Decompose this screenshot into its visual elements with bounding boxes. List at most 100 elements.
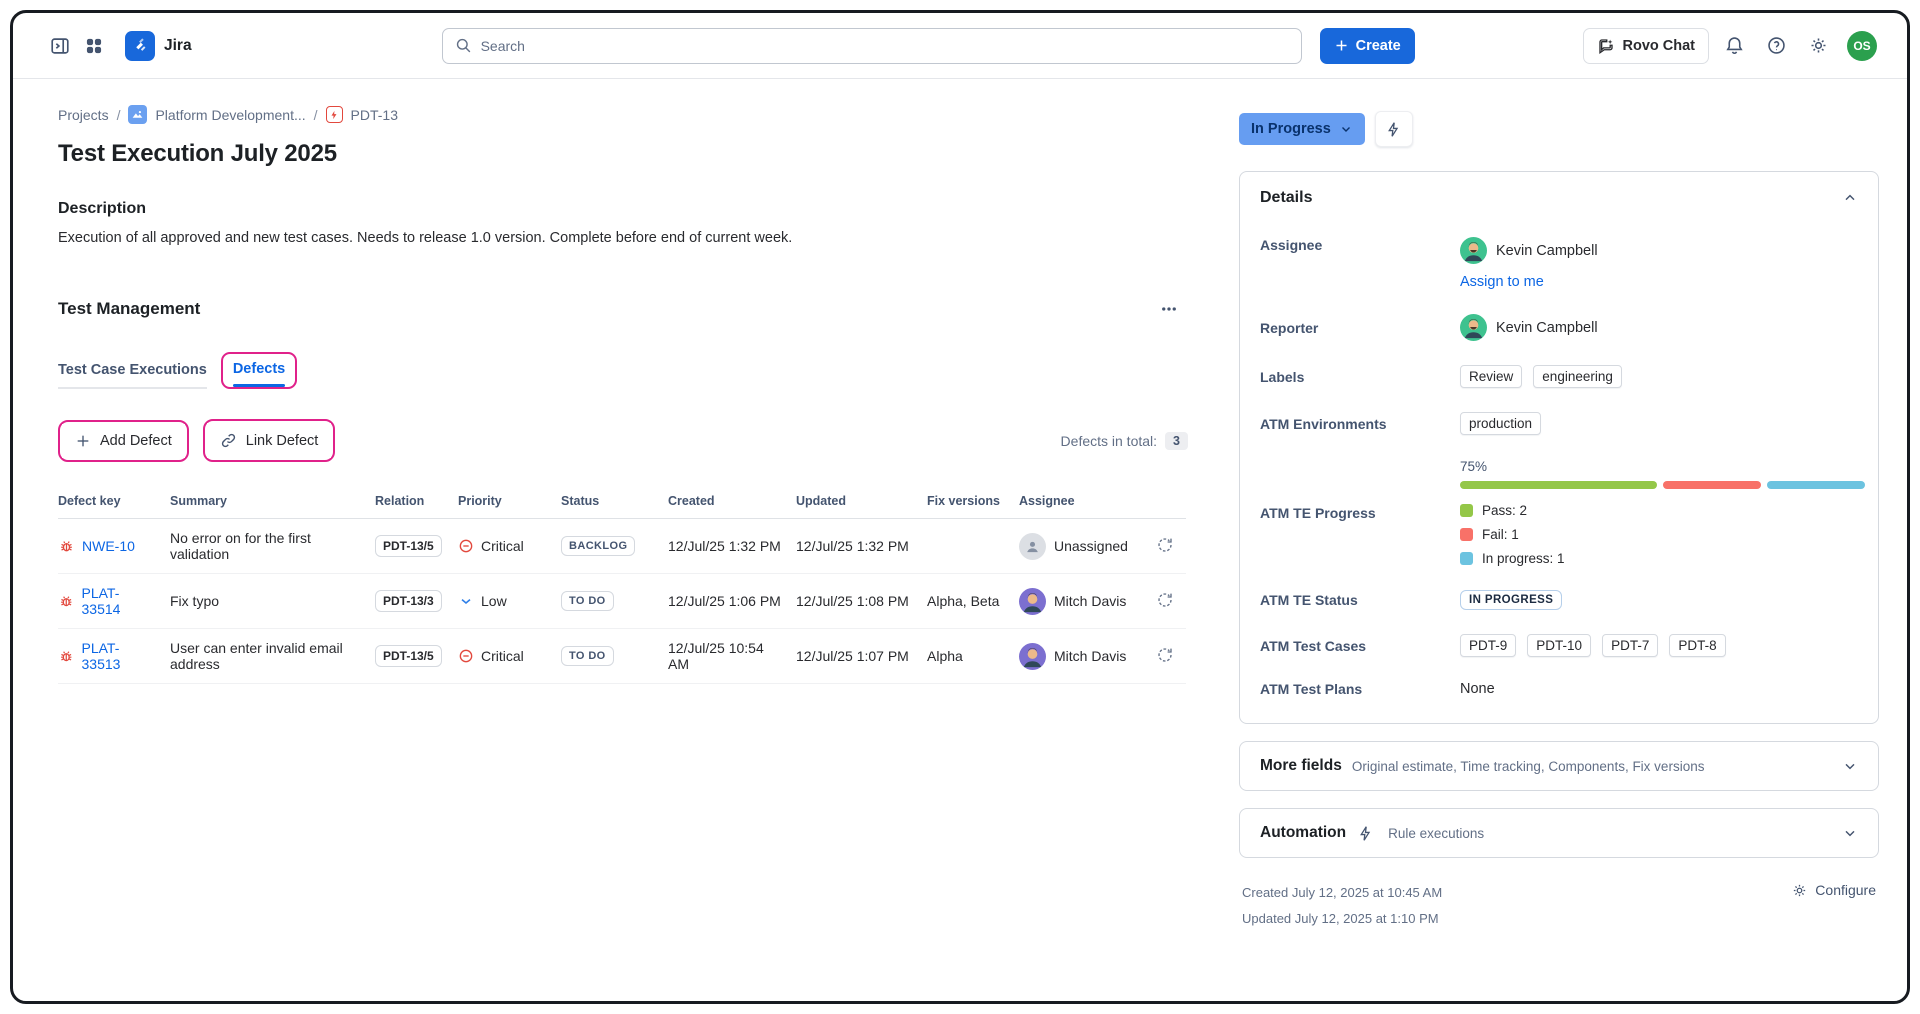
details-panel: Details Assignee Kevin Campbell Assign t… (1239, 171, 1879, 724)
details-panel-header[interactable]: Details (1260, 189, 1858, 207)
tab-test-case-executions[interactable]: Test Case Executions (58, 362, 207, 389)
rovo-chat-button[interactable]: Rovo Chat (1582, 27, 1709, 64)
lightning-icon (1388, 121, 1399, 137)
plus-icon (77, 435, 89, 446)
help-icon[interactable] (1759, 29, 1793, 63)
automation-lightning-button[interactable] (1374, 111, 1413, 147)
priority-label: Critical (481, 648, 524, 664)
status-dropdown-button[interactable]: In Progress (1239, 113, 1365, 145)
fix-versions: Alpha (927, 648, 963, 664)
chevron-up-icon[interactable] (1842, 190, 1858, 206)
status-badge[interactable]: TO DO (561, 591, 614, 611)
test-case-tag[interactable]: PDT-8 (1669, 634, 1726, 657)
global-search (441, 27, 1302, 64)
defects-table: Defect key Summary Relation Priority Sta… (58, 488, 1186, 684)
bug-icon (61, 540, 72, 551)
label-tag[interactable]: engineering (1533, 365, 1622, 388)
more-actions-icon[interactable] (1152, 292, 1186, 326)
more-fields-panel[interactable]: More fields Original estimate, Time trac… (1239, 741, 1879, 791)
more-fields-title: More fields (1260, 757, 1342, 774)
sync-icon[interactable] (1144, 534, 1186, 559)
header-created: Created (668, 494, 715, 508)
field-atm-environments: ATM Environments production (1260, 412, 1858, 435)
priority-label: Low (481, 593, 507, 609)
relation-badge: PDT-13/5 (375, 535, 442, 557)
test-case-tag[interactable]: PDT-7 (1602, 634, 1659, 657)
test-case-tag[interactable]: PDT-9 (1460, 634, 1517, 657)
defects-total: Defects in total: 3 (1061, 431, 1188, 450)
legend-fail: Fail: 1 (1482, 527, 1519, 542)
assignee-name: Mitch Davis (1054, 648, 1127, 664)
link-defect-button[interactable]: Link Defect (206, 423, 332, 458)
create-button-label: Create (1355, 37, 1401, 54)
progress-bar (1460, 481, 1865, 489)
topbar-right-actions: Rovo Chat OS (1582, 27, 1877, 64)
reporter-person[interactable]: Kevin Campbell (1460, 314, 1858, 341)
breadcrumb-issue-key[interactable]: PDT-13 (350, 106, 398, 123)
updated-timestamp: Updated July 12, 2025 at 1:10 PM (1242, 911, 1439, 926)
progress-legend: Pass: 2 Fail: 1 In progress: 1 (1460, 503, 1865, 566)
link-icon (221, 433, 235, 448)
link-defect-highlight: Link Defect (202, 419, 336, 462)
issue-sidebar: In Progress Details Assignee (1239, 105, 1879, 932)
assignee-name: Unassigned (1054, 538, 1128, 554)
field-atm-te-status: ATM TE Status IN PROGRESS (1260, 590, 1858, 610)
status-badge[interactable]: BACKLOG (561, 536, 636, 556)
description-text[interactable]: Execution of all approved and new test c… (58, 230, 793, 246)
assignee-name: Mitch Davis (1054, 593, 1127, 609)
defect-key-link[interactable]: PLAT-33513 (81, 640, 121, 672)
defects-table-header: Defect key Summary Relation Priority Sta… (58, 488, 1186, 519)
environment-tag[interactable]: production (1460, 412, 1542, 435)
notifications-bell-icon[interactable] (1717, 29, 1751, 63)
add-defect-highlight: Add Defect (58, 419, 189, 462)
create-button[interactable]: Create (1319, 27, 1415, 64)
defect-summary[interactable]: Fix typo (170, 593, 220, 609)
page-title: Test Execution July 2025 (58, 140, 337, 167)
header-status: Status (561, 494, 600, 508)
link-defect-label: Link Defect (245, 432, 319, 449)
sync-icon[interactable] (1144, 589, 1186, 614)
assignee-person[interactable]: Kevin Campbell (1460, 237, 1858, 264)
breadcrumb-projects[interactable]: Projects (58, 106, 109, 123)
status-row: In Progress (1239, 111, 1879, 147)
plus-icon (1336, 40, 1347, 51)
issue-meta-footer: Created July 12, 2025 at 10:45 AM Update… (1239, 880, 1879, 932)
breadcrumb: Projects / Platform Development... / PDT… (58, 105, 1208, 124)
priority-critical-icon (459, 649, 473, 663)
progress-segment-fail (1662, 481, 1761, 489)
bug-icon (61, 650, 72, 661)
details-heading: Details (1260, 189, 1313, 206)
more-fields-description: Original estimate, Time tracking, Compon… (1351, 758, 1705, 774)
relation-badge: PDT-13/3 (375, 590, 442, 612)
jira-logo[interactable]: Jira (125, 30, 192, 61)
updated-date: 12/Jul/25 1:08 PM (796, 593, 909, 609)
defect-key-link[interactable]: NWE-10 (82, 538, 135, 554)
defect-summary[interactable]: User can enter invalid email address (170, 640, 343, 672)
automation-panel[interactable]: Automation Rule executions (1239, 808, 1879, 858)
labels-label: Labels (1260, 368, 1305, 385)
assign-to-me-link[interactable]: Assign to me (1460, 274, 1544, 290)
lightning-icon (1360, 825, 1371, 841)
defect-key-link[interactable]: PLAT-33514 (81, 585, 121, 617)
search-input[interactable] (441, 27, 1302, 64)
assignee-value: Kevin Campbell (1496, 242, 1598, 259)
tab-defects[interactable]: Defects (233, 361, 285, 387)
defect-summary[interactable]: No error on for the first validation (170, 530, 311, 562)
main-area: Projects / Platform Development... / PDT… (13, 79, 1907, 932)
user-avatar[interactable]: OS (1847, 30, 1877, 61)
description-heading: Description (58, 200, 147, 217)
configure-button[interactable]: Configure (1791, 880, 1876, 932)
breadcrumb-project[interactable]: Platform Development... (155, 106, 306, 123)
label-tag[interactable]: Review (1460, 365, 1523, 388)
test-case-tag[interactable]: PDT-10 (1527, 634, 1592, 657)
settings-gear-icon[interactable] (1801, 29, 1835, 63)
sync-icon[interactable] (1144, 644, 1186, 669)
assignee-label: Assignee (1260, 237, 1323, 253)
atm-test-plans-value: None (1460, 681, 1495, 697)
sidebar-toggle-icon[interactable] (43, 29, 77, 63)
test-management-section-header: Test Management (58, 292, 1208, 326)
status-badge[interactable]: TO DO (561, 646, 614, 666)
app-switcher-icon[interactable] (77, 29, 111, 63)
add-defect-button[interactable]: Add Defect (62, 423, 185, 458)
defects-tab-highlight: Defects (220, 352, 298, 389)
